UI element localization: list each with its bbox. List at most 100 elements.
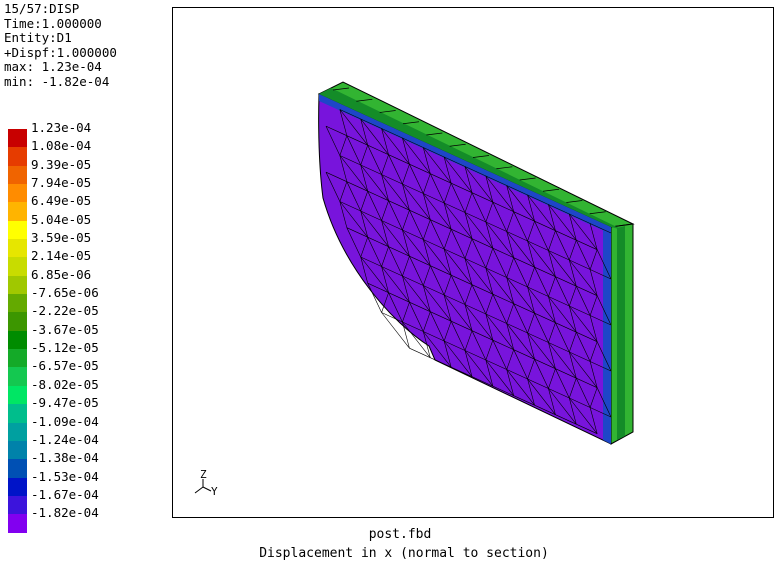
mesh-edge xyxy=(443,202,473,239)
mesh-edge xyxy=(568,213,577,241)
mesh-edge xyxy=(464,212,473,239)
mesh-edge xyxy=(444,248,466,259)
mesh-edge xyxy=(388,246,403,277)
legend-label: -1.67e-04 xyxy=(31,486,99,502)
legend-swatch xyxy=(8,165,27,185)
mesh-edge xyxy=(402,302,410,323)
legend-swatch xyxy=(8,330,27,350)
mesh-edge xyxy=(471,284,493,295)
mesh-edge xyxy=(339,109,348,136)
mesh-edge xyxy=(485,175,507,186)
mesh-edge xyxy=(443,183,452,204)
legend-label: -1.24e-04 xyxy=(31,431,99,447)
mesh-edge xyxy=(506,323,515,350)
mesh-edge xyxy=(464,350,486,361)
mesh-edge xyxy=(492,385,514,396)
mesh-edge xyxy=(388,246,410,257)
mesh-edge xyxy=(513,211,535,222)
mesh-edge xyxy=(339,181,348,202)
legend-swatch xyxy=(8,349,27,368)
model-viewport[interactable]: Z Y xyxy=(172,7,774,518)
mesh-edge xyxy=(381,266,389,293)
legend-swatch xyxy=(8,239,27,258)
mesh-edge xyxy=(527,240,549,251)
mesh-edge xyxy=(485,313,514,350)
mesh-edge xyxy=(506,349,514,370)
mesh-edge xyxy=(402,183,424,194)
mesh-edge xyxy=(548,250,577,287)
file-caption: post.fbd xyxy=(368,527,432,542)
mesh-edge xyxy=(423,147,452,184)
mesh-edge xyxy=(402,321,424,332)
mesh-edge xyxy=(409,255,431,266)
fe-model[interactable] xyxy=(173,8,773,517)
mesh-edge xyxy=(485,359,494,387)
mesh-edge xyxy=(402,275,424,286)
axis-y-label: Y xyxy=(211,485,218,498)
mesh-edge xyxy=(555,414,577,425)
mesh-edge xyxy=(409,347,431,358)
mesh-edge xyxy=(576,332,591,362)
mesh-edge xyxy=(492,339,514,350)
mesh-edge xyxy=(590,361,612,372)
mesh-edge xyxy=(506,231,535,268)
mesh-edge xyxy=(430,173,452,184)
mesh-edge xyxy=(367,237,382,267)
legend-swatch xyxy=(8,404,27,423)
mesh-edge xyxy=(381,128,389,155)
mesh-edge xyxy=(381,154,389,175)
mesh-edge xyxy=(381,312,403,323)
mesh-edge xyxy=(423,239,445,250)
mesh-edge xyxy=(589,387,598,408)
mesh-edge xyxy=(443,248,452,276)
mesh-edge xyxy=(325,171,347,182)
mesh-edge xyxy=(555,230,577,241)
mesh-edge xyxy=(506,323,535,360)
mesh-edge xyxy=(325,172,341,202)
mesh-edge xyxy=(402,229,410,257)
top-edge-mesh-line xyxy=(542,188,560,192)
mesh-edge xyxy=(589,295,598,316)
mesh-edge xyxy=(492,340,507,370)
mesh-edge xyxy=(464,238,473,259)
mesh-edge xyxy=(443,275,452,296)
mesh-edge xyxy=(485,175,514,212)
legend-label: -5.12e-05 xyxy=(31,340,99,356)
result-info: 15/57:DISP Time:1.000000 Entity:D1 +Disp… xyxy=(4,1,117,89)
mesh-edge xyxy=(513,349,528,380)
mesh-edge xyxy=(589,315,598,342)
mesh-edge xyxy=(360,118,389,155)
mesh-edge xyxy=(506,277,535,314)
mesh-edge xyxy=(485,267,494,295)
mesh-edge xyxy=(471,330,487,361)
mesh-edge xyxy=(548,322,556,343)
mesh-edge xyxy=(464,258,486,269)
min-label: min: -1.82e-04 xyxy=(4,73,110,89)
mesh-edge xyxy=(485,248,494,269)
legend-label: -1.09e-04 xyxy=(31,413,99,429)
mesh-edge xyxy=(388,292,410,303)
mesh-edge xyxy=(513,257,535,268)
top-edge-mesh-line xyxy=(449,143,466,147)
legend-swatch xyxy=(8,422,27,441)
legend-label: -3.67e-05 xyxy=(31,321,99,337)
mesh-edge xyxy=(402,183,410,211)
mesh-edge xyxy=(527,267,535,288)
mesh-edge xyxy=(381,128,403,139)
mesh-edge xyxy=(360,210,369,238)
mesh-edge xyxy=(576,331,598,342)
entity-label: Entity:D1 xyxy=(4,30,72,45)
mesh-edge xyxy=(513,257,528,288)
mesh-edge xyxy=(527,194,549,205)
legend-label: 5.04e-05 xyxy=(31,211,92,227)
mesh-edge xyxy=(430,173,445,204)
mesh-edge xyxy=(388,200,410,211)
mesh-edge xyxy=(555,368,570,399)
mesh-edge xyxy=(339,155,348,182)
top-edge-mesh-line xyxy=(566,200,583,203)
mesh-edge xyxy=(569,259,598,296)
mesh-edge xyxy=(451,274,473,285)
mesh-edge xyxy=(527,240,535,268)
mesh-edge xyxy=(485,221,514,258)
mesh-edge xyxy=(485,221,507,232)
